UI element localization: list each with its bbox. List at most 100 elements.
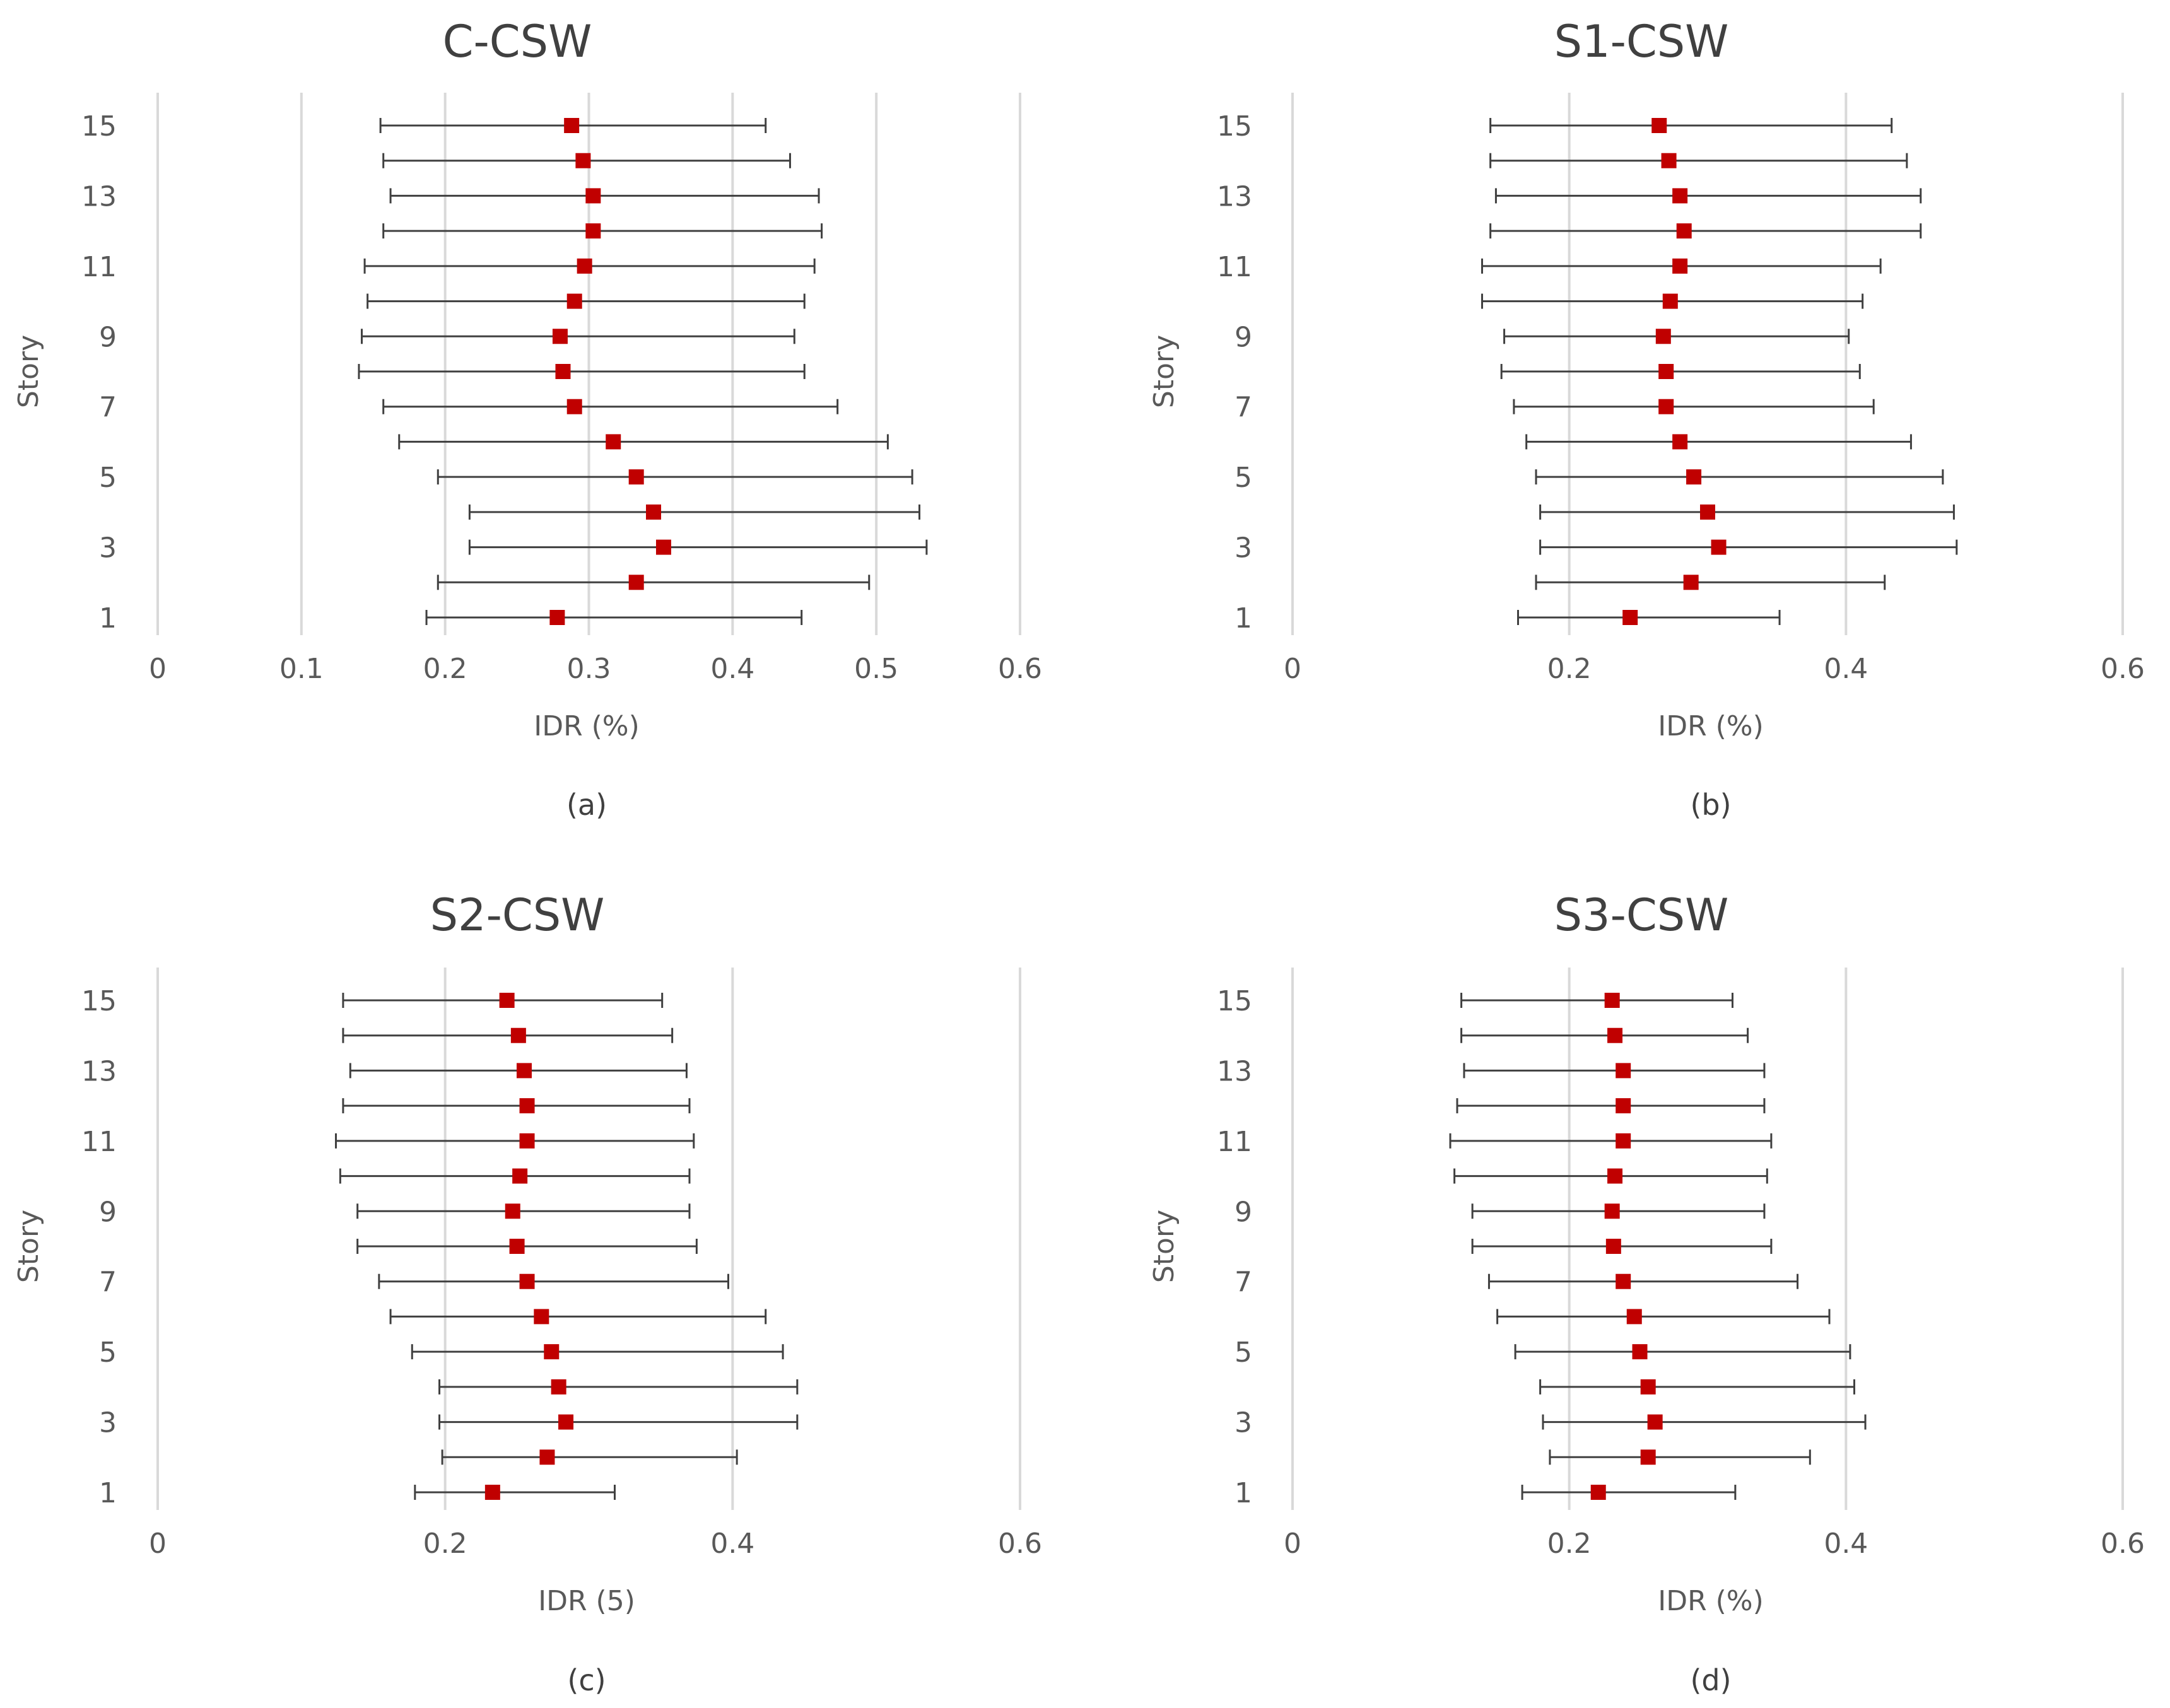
- error-bar: [1542, 1414, 1867, 1430]
- error-bar: [1489, 153, 1908, 168]
- mean-marker: [628, 575, 644, 590]
- mean-marker: [1658, 399, 1674, 414]
- y-tick-label: 7: [99, 1266, 117, 1299]
- x-tick-label: 0.4: [1824, 653, 1868, 685]
- error-bar: [389, 188, 820, 204]
- y-tick-label: 11: [1217, 251, 1252, 283]
- error-bar: [437, 469, 913, 485]
- y-tick-label: 9: [99, 321, 117, 353]
- mean-marker: [575, 153, 591, 168]
- x-axis-label: IDR (%): [1658, 710, 1764, 742]
- panel-label: (c): [567, 1663, 606, 1697]
- error-bar: [1539, 1379, 1855, 1395]
- error-bar: [1503, 329, 1850, 344]
- error-bar: [1489, 118, 1893, 133]
- x-tick-label: 0.2: [1547, 653, 1592, 685]
- x-axis-label: IDR (%): [534, 710, 640, 742]
- mean-marker: [512, 1168, 528, 1184]
- chart-title: S3-CSW: [1554, 889, 1729, 941]
- y-tick-label: 1: [1235, 602, 1252, 635]
- mean-marker: [519, 1098, 535, 1114]
- mean-marker: [1700, 504, 1715, 520]
- mean-marker: [1640, 1449, 1656, 1465]
- error-bar: [361, 329, 795, 344]
- mean-marker: [566, 399, 582, 414]
- error-bar: [335, 1133, 695, 1149]
- mean-marker: [566, 293, 582, 309]
- error-bar: [378, 1273, 729, 1289]
- error-bar: [438, 1379, 799, 1395]
- y-tick-label: 15: [81, 985, 117, 1017]
- x-tick-label: 0.6: [998, 1528, 1042, 1560]
- mean-marker: [1607, 1027, 1623, 1043]
- error-bar: [1539, 504, 1955, 520]
- mean-marker: [1626, 1309, 1642, 1325]
- mean-marker: [1662, 293, 1678, 309]
- mean-marker: [1658, 364, 1674, 379]
- error-bar: [1513, 399, 1875, 414]
- y-tick-label: 3: [99, 1407, 117, 1439]
- error-bar: [389, 1309, 767, 1325]
- y-tick-label: 15: [1217, 110, 1252, 143]
- mean-marker: [1672, 258, 1688, 274]
- mean-marker: [585, 223, 601, 239]
- y-axis-label: Story: [1148, 335, 1180, 408]
- y-tick-label: 13: [1217, 1055, 1252, 1087]
- mean-marker: [534, 1309, 549, 1325]
- panel-label: (a): [566, 788, 607, 822]
- error-bar: [437, 575, 871, 590]
- chart-panel-4: S3-CSW 0 0.2 0.4 0.6 15 13 11 9 7 5 3 1 Story IDR (%) (…: [1148, 889, 2145, 1697]
- error-bar: [342, 1027, 674, 1043]
- y-tick-label: 3: [1235, 532, 1252, 564]
- mean-marker: [1661, 153, 1677, 168]
- y-tick-label: 1: [1235, 1477, 1252, 1509]
- y-tick-label: 13: [81, 180, 117, 213]
- y-tick-label: 9: [1235, 321, 1252, 353]
- x-tick-label: 0.2: [423, 1528, 467, 1560]
- mean-marker: [516, 1063, 532, 1079]
- error-bar: [468, 504, 921, 520]
- y-tick-label: 3: [1235, 1407, 1252, 1439]
- chart-title: S2-CSW: [430, 889, 605, 941]
- mean-marker: [1605, 1239, 1621, 1254]
- error-bar: [1535, 469, 1944, 485]
- mean-marker: [1672, 434, 1688, 450]
- error-bar: [438, 1414, 799, 1430]
- error-bar: [1496, 1309, 1831, 1325]
- error-bar: [1517, 610, 1781, 625]
- error-bar: [342, 1098, 691, 1114]
- error-bar: [1525, 434, 1912, 450]
- y-tick-label: 5: [1235, 1337, 1252, 1369]
- mean-marker: [577, 258, 592, 274]
- y-axis-label: Story: [13, 335, 45, 408]
- error-bar: [356, 1203, 691, 1219]
- mean-marker: [510, 1027, 526, 1043]
- mean-marker: [1604, 1203, 1620, 1219]
- mean-marker: [1616, 1273, 1631, 1289]
- error-bar: [367, 293, 806, 309]
- y-tick-label: 3: [99, 532, 117, 564]
- y-tick-label: 7: [1235, 392, 1252, 424]
- y-tick-label: 9: [99, 1196, 117, 1228]
- x-axis-label: IDR (%): [1658, 1585, 1764, 1617]
- y-tick-label: 5: [99, 462, 117, 494]
- mean-marker: [1590, 1485, 1606, 1500]
- y-tick-label: 11: [1217, 1126, 1252, 1158]
- error-bar: [1487, 1273, 1799, 1289]
- mean-marker: [585, 188, 601, 204]
- mean-marker: [519, 1273, 535, 1289]
- mean-marker: [519, 1133, 535, 1149]
- mean-marker: [606, 434, 621, 450]
- error-bar: [1521, 1485, 1737, 1500]
- y-tick-label: 5: [99, 1337, 117, 1369]
- mean-marker: [555, 364, 571, 379]
- mean-marker: [564, 118, 580, 133]
- x-tick-label: 0.2: [423, 653, 467, 685]
- mean-marker: [549, 610, 565, 625]
- mean-marker: [1622, 610, 1638, 625]
- x-tick-label: 0.6: [2101, 653, 2145, 685]
- error-bar: [1471, 1239, 1773, 1254]
- error-bar: [1549, 1449, 1811, 1465]
- chart-title: S1-CSW: [1554, 16, 1729, 67]
